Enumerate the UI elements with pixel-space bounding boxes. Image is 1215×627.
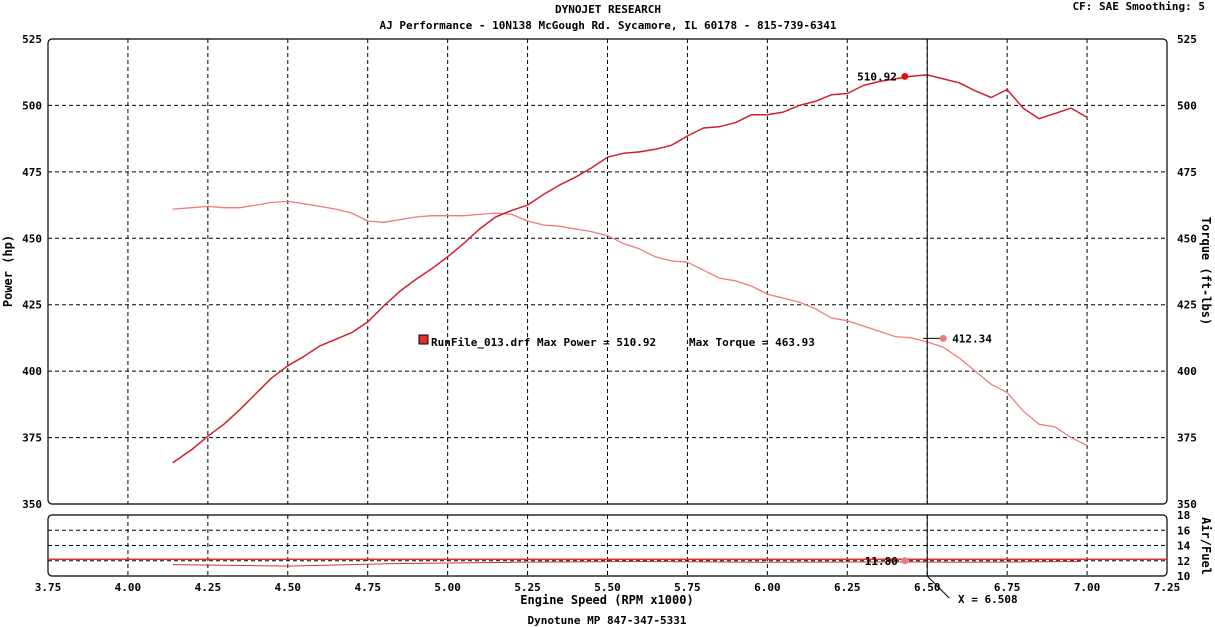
y-tick-label: 375 bbox=[22, 432, 42, 445]
y-tick-label: 450 bbox=[22, 232, 42, 245]
x-tick-label: 5.50 bbox=[594, 581, 621, 594]
power-peak-label: 510.92 bbox=[857, 70, 897, 83]
y2-axis-label: Torque (ft-lbs) bbox=[1199, 217, 1213, 325]
legend-run-label: RunFile_013.drf Max Power = 510.92 bbox=[431, 336, 656, 349]
x-tick-label: 5.75 bbox=[674, 581, 701, 594]
x-tick-label: 3.75 bbox=[35, 581, 62, 594]
afr-tick-label: 14 bbox=[1177, 540, 1191, 553]
x-tick-label: 5.25 bbox=[514, 581, 541, 594]
cursor-x-label: X = 6.508 bbox=[958, 593, 1018, 606]
x-tick-label: 6.00 bbox=[754, 581, 781, 594]
y-tick-label: 500 bbox=[22, 99, 42, 112]
torque-series-line bbox=[172, 200, 1088, 447]
settings-label: CF: SAE Smoothing: 5 bbox=[1073, 0, 1205, 13]
main-plot: 350 350 375 375 400 400 425 425 450 450 475 475 500 5… bbox=[22, 33, 1197, 511]
afr-tick-label: 16 bbox=[1177, 524, 1191, 537]
chart-subtitle: AJ Performance - 10N138 McGough Rd. Syca… bbox=[380, 19, 837, 32]
x-tick-label: 4.50 bbox=[275, 581, 302, 594]
x-tick-label: 7.25 bbox=[1154, 581, 1181, 594]
y-tick-label: 425 bbox=[22, 299, 42, 312]
y2-tick-label: 400 bbox=[1177, 365, 1197, 378]
torque-marker-label: 412.34 bbox=[952, 332, 992, 345]
torque-marker bbox=[939, 334, 947, 342]
y-axis-label: Power (hp) bbox=[1, 235, 15, 307]
afr-marker-label: 11.80 bbox=[865, 555, 898, 568]
x-tick-label: 7.00 bbox=[1074, 581, 1101, 594]
power-peak-marker bbox=[901, 72, 909, 80]
y2-tick-label: 500 bbox=[1177, 99, 1197, 112]
cursor-leader bbox=[926, 575, 950, 599]
x-tick-label: 6.25 bbox=[834, 581, 861, 594]
y-tick-label: 525 bbox=[22, 33, 42, 46]
y-tick-label: 400 bbox=[22, 365, 42, 378]
legend-torque-label: Max Torque = 463.93 bbox=[689, 336, 815, 349]
y2-tick-label: 475 bbox=[1177, 166, 1197, 179]
afr-trace-line bbox=[172, 561, 1081, 567]
x-tick-label: 6.75 bbox=[994, 581, 1021, 594]
y-tick-label: 350 bbox=[22, 498, 42, 511]
legend-swatch bbox=[418, 334, 429, 345]
x-tick-label: 5.00 bbox=[434, 581, 461, 594]
afr-tick-label: 12 bbox=[1177, 555, 1190, 568]
x-tick-label: 4.25 bbox=[195, 581, 222, 594]
footer-text: Dynotune MP 847-347-5331 bbox=[528, 614, 687, 627]
y-tick-label: 475 bbox=[22, 166, 42, 179]
afr-marker bbox=[901, 557, 909, 565]
x-tick-label: 4.75 bbox=[354, 581, 381, 594]
y2-tick-label: 425 bbox=[1177, 299, 1197, 312]
afr-tick-label: 18 bbox=[1177, 509, 1190, 522]
x-tick-label: 4.00 bbox=[115, 581, 142, 594]
afr-tick-label: 10 bbox=[1177, 570, 1190, 583]
chart-title: DYNOJET RESEARCH bbox=[555, 3, 661, 16]
x-tick-label: 6.50 bbox=[914, 581, 941, 594]
afr-plot: 10 12 14 16 18 11.80 bbox=[47, 509, 1191, 583]
y2-tick-label: 350 bbox=[1177, 498, 1197, 511]
y2-tick-label: 525 bbox=[1177, 33, 1197, 46]
x-axis: 3.75 4.00 4.25 4.50 4.75 5.00 5.25 5.50 5.75 6.00… bbox=[35, 575, 1181, 599]
y2-tick-label: 450 bbox=[1177, 232, 1197, 245]
y2-tick-label: 375 bbox=[1177, 432, 1197, 445]
afr-axis-label: Air/Fuel bbox=[1199, 517, 1213, 575]
x-axis-label: Engine Speed (RPM x1000) bbox=[520, 593, 693, 607]
power-series-line bbox=[172, 74, 1088, 464]
